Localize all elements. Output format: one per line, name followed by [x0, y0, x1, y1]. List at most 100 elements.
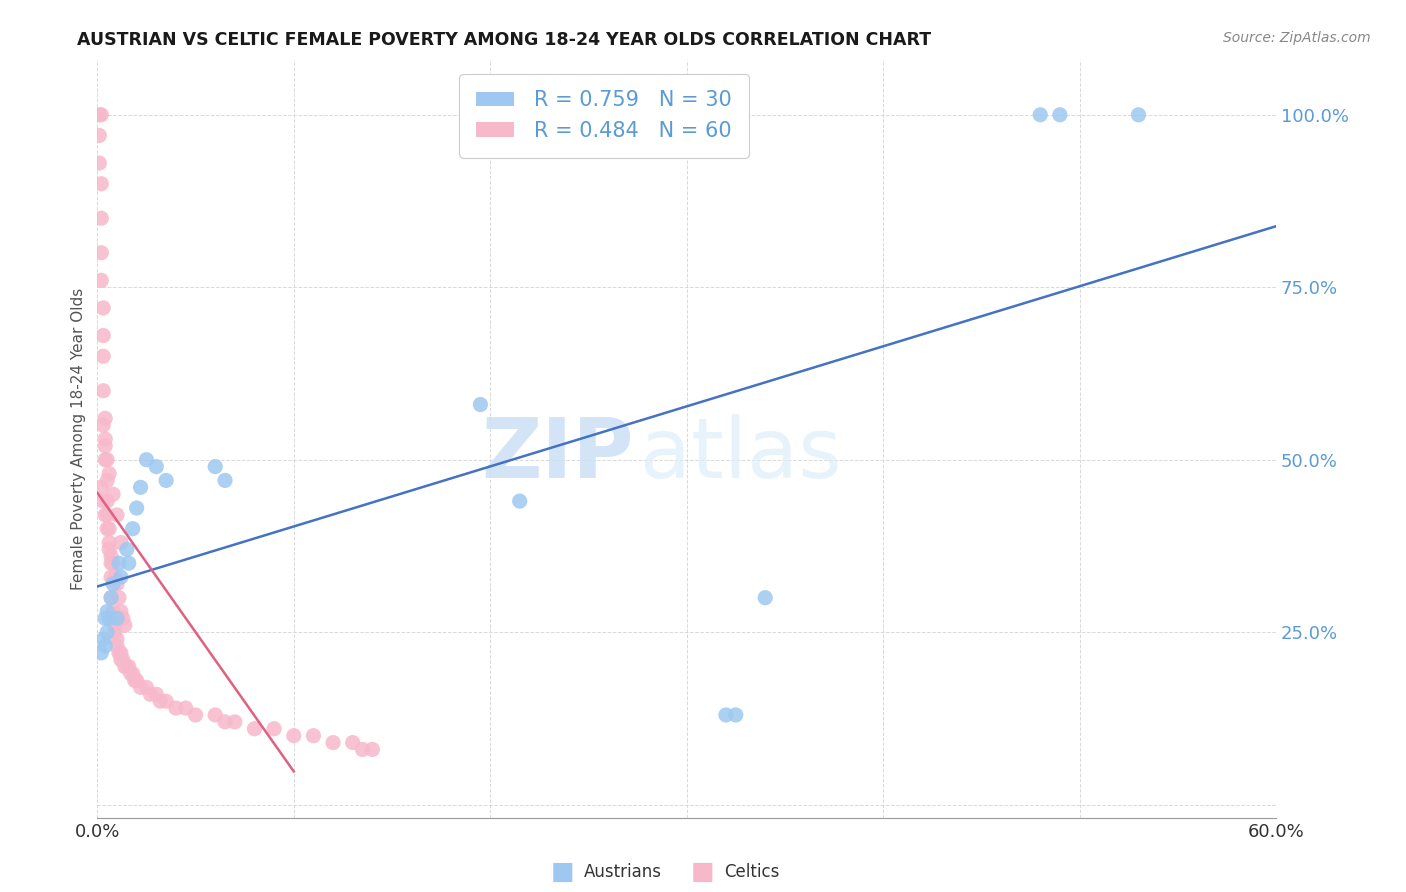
Point: [174, 701, 197, 715]
Point: [204, 459, 226, 474]
Point: [101, 556, 124, 570]
Point: [90, 211, 112, 226]
Point: [94, 639, 117, 653]
Text: ZIP: ZIP: [481, 414, 634, 495]
Point: [94, 611, 117, 625]
Text: atlas: atlas: [640, 414, 841, 495]
Point: [90, 273, 112, 287]
Point: [120, 666, 142, 681]
Point: [1029, 108, 1052, 122]
Point: [94, 432, 117, 446]
Point: [108, 591, 131, 605]
Point: [100, 591, 122, 605]
Point: [110, 646, 132, 660]
Point: [110, 570, 132, 584]
Point: [105, 577, 128, 591]
Point: [1049, 108, 1071, 122]
Point: [96, 474, 118, 488]
Point: [105, 632, 128, 646]
Y-axis label: Female Poverty Among 18-24 Year Olds: Female Poverty Among 18-24 Year Olds: [72, 288, 86, 591]
Point: [89, 128, 111, 143]
Point: [96, 508, 118, 522]
Point: [111, 611, 134, 625]
Point: [118, 556, 141, 570]
Legend: R = 0.759   N = 30, R = 0.484   N = 60: R = 0.759 N = 30, R = 0.484 N = 60: [460, 74, 749, 158]
Text: AUSTRIAN VS CELTIC FEMALE POVERTY AMONG 18-24 YEAR OLDS CORRELATION CHART: AUSTRIAN VS CELTIC FEMALE POVERTY AMONG …: [77, 31, 931, 49]
Point: [184, 708, 207, 723]
Point: [118, 659, 141, 673]
Point: [96, 522, 118, 536]
Point: [155, 694, 177, 708]
Point: [90, 245, 112, 260]
Point: [124, 673, 146, 688]
Point: [135, 681, 157, 695]
Point: [90, 108, 112, 122]
Point: [101, 605, 124, 619]
Text: Celtics: Celtics: [724, 863, 779, 881]
Point: [470, 398, 492, 412]
Text: ■: ■: [692, 861, 714, 884]
Point: [214, 474, 236, 488]
Point: [145, 687, 167, 701]
Point: [91, 494, 114, 508]
Point: [101, 577, 124, 591]
Point: [96, 494, 118, 508]
Point: [89, 156, 111, 170]
Point: [94, 439, 117, 453]
Point: [322, 735, 344, 749]
Point: [165, 701, 187, 715]
Point: [149, 694, 172, 708]
Point: [155, 474, 177, 488]
Point: [125, 673, 148, 688]
Point: [121, 666, 143, 681]
Point: [91, 384, 114, 398]
Point: [96, 625, 118, 640]
Point: [724, 708, 747, 723]
Point: [509, 494, 531, 508]
Point: [101, 487, 124, 501]
Point: [104, 570, 127, 584]
Text: Source: ZipAtlas.com: Source: ZipAtlas.com: [1223, 31, 1371, 45]
Point: [104, 618, 127, 632]
Point: [98, 611, 121, 625]
Point: [110, 535, 132, 549]
Point: [105, 508, 128, 522]
Text: Austrians: Austrians: [583, 863, 661, 881]
Point: [100, 570, 122, 584]
Point: [98, 542, 121, 557]
Point: [135, 452, 157, 467]
Point: [91, 632, 114, 646]
Point: [100, 549, 122, 564]
Point: [115, 542, 138, 557]
Point: [1128, 108, 1150, 122]
Point: [91, 328, 114, 343]
Point: [108, 556, 131, 570]
Point: [110, 605, 132, 619]
Point: [115, 659, 138, 673]
Point: [105, 639, 128, 653]
Point: [204, 708, 226, 723]
Point: [139, 687, 162, 701]
Point: [90, 480, 112, 494]
Point: [224, 714, 246, 729]
Point: [105, 611, 128, 625]
Point: [89, 108, 111, 122]
Point: [342, 735, 364, 749]
Point: [125, 501, 148, 516]
Point: [110, 653, 132, 667]
Point: [243, 722, 266, 736]
Point: [145, 459, 167, 474]
Point: [104, 625, 127, 640]
Point: [96, 605, 118, 619]
Point: [98, 522, 121, 536]
Point: [90, 177, 112, 191]
Point: [114, 659, 136, 673]
Text: ■: ■: [551, 861, 574, 884]
Point: [121, 522, 143, 536]
Point: [111, 653, 134, 667]
Point: [91, 418, 114, 433]
Point: [361, 742, 384, 756]
Point: [114, 618, 136, 632]
Point: [94, 411, 117, 425]
Point: [108, 646, 131, 660]
